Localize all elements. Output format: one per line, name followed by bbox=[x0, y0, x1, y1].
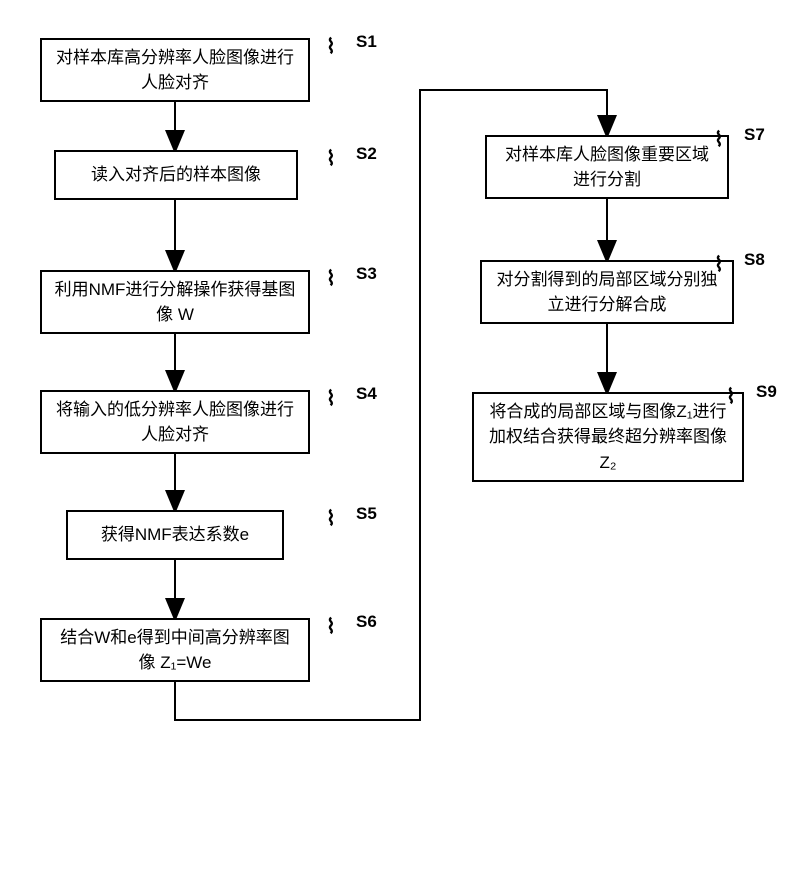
flow-node-text: 利用NMF进行分解操作获得基图像 W bbox=[54, 277, 296, 328]
flow-node-text: 将合成的局部区域与图像Z₁进行加权结合获得最终超分辨率图像Z₂ bbox=[486, 399, 730, 476]
flow-node-s7: 对样本库人脸图像重要区域进行分割 bbox=[485, 135, 729, 199]
label-connector-icon: ⌇ bbox=[326, 506, 336, 531]
flow-node-text: 获得NMF表达系数e bbox=[101, 522, 249, 548]
step-label-s1: S1 bbox=[356, 32, 377, 52]
step-label-s3: S3 bbox=[356, 264, 377, 284]
step-label-s4: S4 bbox=[356, 384, 377, 404]
flow-node-s6: 结合W和e得到中间高分辨率图像 Z₁=We bbox=[40, 618, 310, 682]
step-label-s9: S9 bbox=[756, 382, 777, 402]
label-connector-icon: ⌇ bbox=[326, 386, 336, 411]
flow-node-text: 读入对齐后的样本图像 bbox=[91, 162, 261, 188]
flow-node-text: 对分割得到的局部区域分别独立进行分解合成 bbox=[494, 267, 720, 318]
label-connector-icon: ⌇ bbox=[326, 266, 336, 291]
label-connector-icon: ⌇ bbox=[714, 252, 724, 277]
flow-node-text: 对样本库人脸图像重要区域进行分割 bbox=[499, 142, 715, 193]
flow-node-s4: 将输入的低分辨率人脸图像进行人脸对齐 bbox=[40, 390, 310, 454]
flow-node-s2: 读入对齐后的样本图像 bbox=[54, 150, 298, 200]
flow-node-s9: 将合成的局部区域与图像Z₁进行加权结合获得最终超分辨率图像Z₂ bbox=[472, 392, 744, 482]
flow-node-text: 将输入的低分辨率人脸图像进行人脸对齐 bbox=[54, 397, 296, 448]
step-label-s2: S2 bbox=[356, 144, 377, 164]
flow-node-text: 对样本库高分辨率人脸图像进行人脸对齐 bbox=[54, 45, 296, 96]
label-connector-icon: ⌇ bbox=[326, 146, 336, 171]
step-label-s7: S7 bbox=[744, 125, 765, 145]
label-connector-icon: ⌇ bbox=[326, 34, 336, 59]
label-connector-icon: ⌇ bbox=[326, 614, 336, 639]
step-label-s8: S8 bbox=[744, 250, 765, 270]
flow-node-text: 结合W和e得到中间高分辨率图像 Z₁=We bbox=[54, 625, 296, 676]
step-label-s5: S5 bbox=[356, 504, 377, 524]
step-label-s6: S6 bbox=[356, 612, 377, 632]
flow-node-s3: 利用NMF进行分解操作获得基图像 W bbox=[40, 270, 310, 334]
label-connector-icon: ⌇ bbox=[714, 127, 724, 152]
flow-node-s1: 对样本库高分辨率人脸图像进行人脸对齐 bbox=[40, 38, 310, 102]
flow-node-s5: 获得NMF表达系数e bbox=[66, 510, 284, 560]
flow-node-s8: 对分割得到的局部区域分别独立进行分解合成 bbox=[480, 260, 734, 324]
label-connector-icon: ⌇ bbox=[726, 384, 736, 409]
